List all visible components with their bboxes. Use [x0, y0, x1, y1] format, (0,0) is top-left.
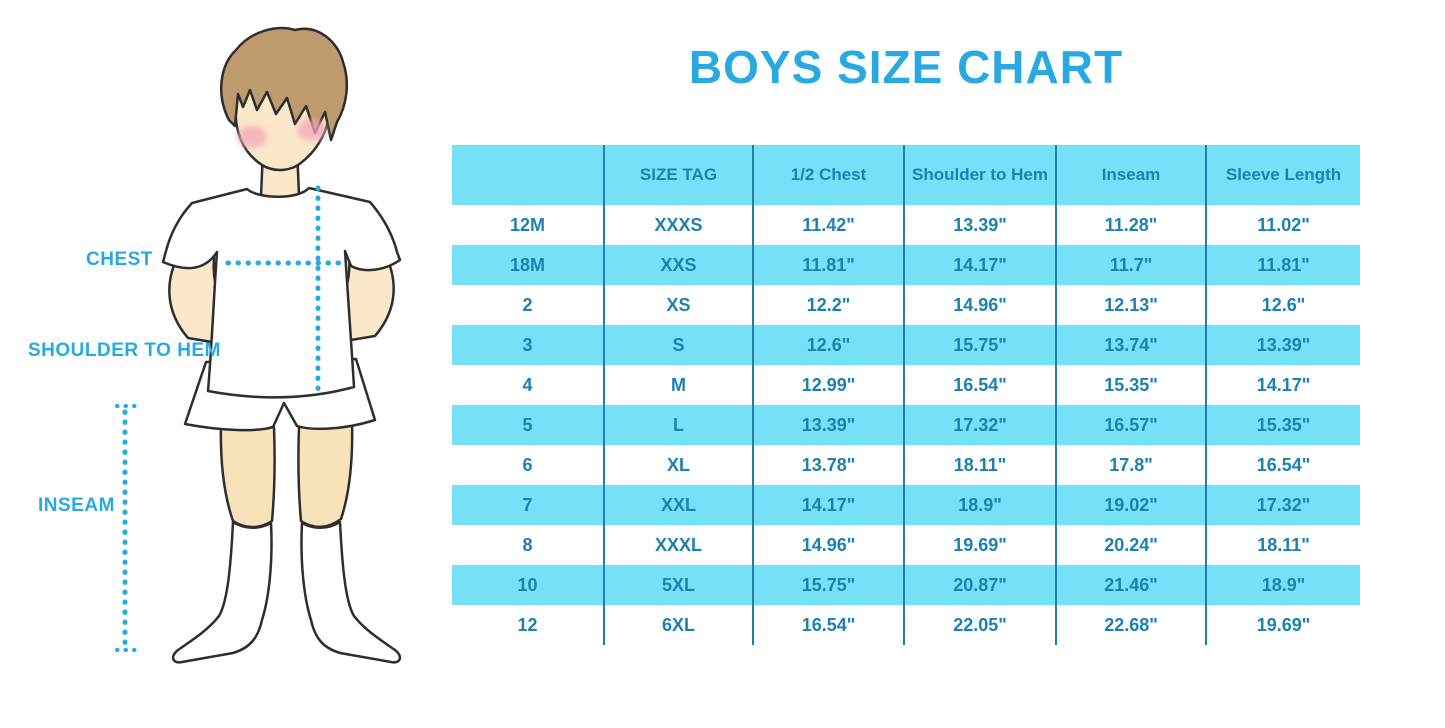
table-cell: 12.6": [1205, 285, 1360, 325]
table-cell: XXS: [603, 245, 752, 285]
boy-cheeks: [237, 119, 327, 148]
table-cell: 11.42": [752, 205, 903, 245]
table-cell: 4: [522, 374, 533, 395]
table-cell: XXL: [603, 485, 752, 525]
table-cell: 11.81": [1205, 245, 1360, 285]
table-cell: 11.81": [752, 245, 903, 285]
table-cell: 6: [522, 454, 533, 475]
table-cell: 11.02": [1205, 205, 1360, 245]
table-cell: 18.9": [1205, 565, 1360, 605]
boy-figure-area: CHEST SHOULDER TO HEM INSEAM: [0, 0, 450, 723]
table-cell: M: [603, 365, 752, 405]
table-cell: 20.87": [903, 565, 1055, 605]
table-cell: 16.54": [752, 605, 903, 645]
table-cell: 13.78": [752, 445, 903, 485]
table-cell: 12.2": [752, 285, 903, 325]
table-row: 10 5XL 15.75" 20.87" 21.46" 18.9": [452, 565, 1360, 605]
table-cell: 18M: [509, 254, 545, 275]
table-cell: 6XL: [603, 605, 752, 645]
table-row: 5 L 13.39" 17.32" 16.57" 15.35": [452, 405, 1360, 445]
chest-label: CHEST: [86, 249, 153, 270]
table-row: 3 S 12.6" 15.75" 13.74" 13.39": [452, 325, 1360, 365]
table-header-cell: Shoulder to Hem: [903, 145, 1055, 205]
boy-tshirt: [161, 186, 402, 399]
table-cell: 15.75": [903, 325, 1055, 365]
table-cell: 15.35": [1055, 365, 1205, 405]
table-cell: 7: [522, 494, 533, 515]
table-cell: 13.74": [1055, 325, 1205, 365]
table-cell: 5XL: [603, 565, 752, 605]
table-row: 18M XXS 11.81" 14.17" 11.7" 11.81": [452, 245, 1360, 285]
table-cell: 15.35": [1205, 405, 1360, 445]
table-cell: 14.17": [1205, 365, 1360, 405]
table-cell: 19.02": [1055, 485, 1205, 525]
table-cell: 16.57": [1055, 405, 1205, 445]
table-cell: 18.9": [903, 485, 1055, 525]
table-cell: 15.75": [752, 565, 903, 605]
boy-figure-illustration: [115, 26, 402, 664]
table-cell: 18.11": [903, 445, 1055, 485]
table-cell: 3: [522, 334, 533, 355]
table-cell: 17.32": [903, 405, 1055, 445]
table-cell: 21.46": [1055, 565, 1205, 605]
table-row: 8 XXXL 14.96" 19.69" 20.24" 18.11": [452, 525, 1360, 565]
size-table: SIZE TAG 1/2 Chest Shoulder to Hem Inseam Sl…: [452, 145, 1360, 645]
table-row: 12M XXXS 11.42" 13.39" 11.28" 11.02": [452, 205, 1360, 245]
table-cell: 17.32": [1205, 485, 1360, 525]
table-cell: 14.96": [752, 525, 903, 565]
table-cell: XL: [603, 445, 752, 485]
table-cell: 16.54": [903, 365, 1055, 405]
table-cell: XS: [603, 285, 752, 325]
table-cell: 22.05": [903, 605, 1055, 645]
table-cell: 22.68": [1055, 605, 1205, 645]
table-cell: 14.17": [752, 485, 903, 525]
table-row: 12 6XL 16.54" 22.05" 22.68" 19.69": [452, 605, 1360, 645]
table-cell: S: [603, 325, 752, 365]
table-cell: XXXL: [603, 525, 752, 565]
table-cell: 11.7": [1055, 245, 1205, 285]
table-header-cell: Inseam: [1055, 145, 1205, 205]
inseam-label: INSEAM: [38, 495, 115, 516]
table-cell: 12.6": [752, 325, 903, 365]
table-cell: 14.17": [903, 245, 1055, 285]
inseam-measure-line: [115, 404, 143, 652]
table-cell: 16.54": [1205, 445, 1360, 485]
table-cell: L: [603, 405, 752, 445]
table-cell: 12.13": [1055, 285, 1205, 325]
table-row: 4 M 12.99" 16.54" 15.35" 14.17": [452, 365, 1360, 405]
table-cell: 8: [522, 534, 533, 555]
table-cell: XXXS: [603, 205, 752, 245]
table-cell: 13.39": [752, 405, 903, 445]
table-cell: 5: [522, 414, 533, 435]
table-cell: 19.69": [903, 525, 1055, 565]
boy-socks: [171, 520, 402, 664]
table-header-row: SIZE TAG 1/2 Chest Shoulder to Hem Inseam Sl…: [452, 145, 1360, 205]
page-title: BOYS SIZE CHART: [688, 41, 1124, 93]
table-cell: 17.8": [1055, 445, 1205, 485]
table-header-cell: SIZE TAG: [603, 145, 752, 205]
shoulder-to-hem-label: SHOULDER TO HEM: [28, 340, 221, 361]
table-cell: 10: [517, 574, 538, 595]
table-cell: 13.39": [1205, 325, 1360, 365]
table-cell: 18.11": [1205, 525, 1360, 565]
table-cell: 12.99": [752, 365, 903, 405]
table-header-cell: Sleeve Length: [1205, 145, 1360, 205]
table-row: 6 XL 13.78" 18.11" 17.8" 16.54": [452, 445, 1360, 485]
table-cell: 12: [517, 614, 538, 635]
boy-legs: [219, 419, 354, 529]
table-header-cell: [452, 145, 603, 205]
table-header-cell: 1/2 Chest: [752, 145, 903, 205]
table-cell: 11.28": [1055, 205, 1205, 245]
table-row: 2 XS 12.2" 14.96" 12.13" 12.6": [452, 285, 1360, 325]
table-row: 7 XXL 14.17" 18.9" 19.02" 17.32": [452, 485, 1360, 525]
table-cell: 19.69": [1205, 605, 1360, 645]
table-cell: 12M: [509, 214, 545, 235]
table-cell: 20.24": [1055, 525, 1205, 565]
boy-hair: [220, 26, 349, 142]
table-cell: 2: [522, 294, 533, 315]
table-cell: 13.39": [903, 205, 1055, 245]
table-cell: 14.96": [903, 285, 1055, 325]
